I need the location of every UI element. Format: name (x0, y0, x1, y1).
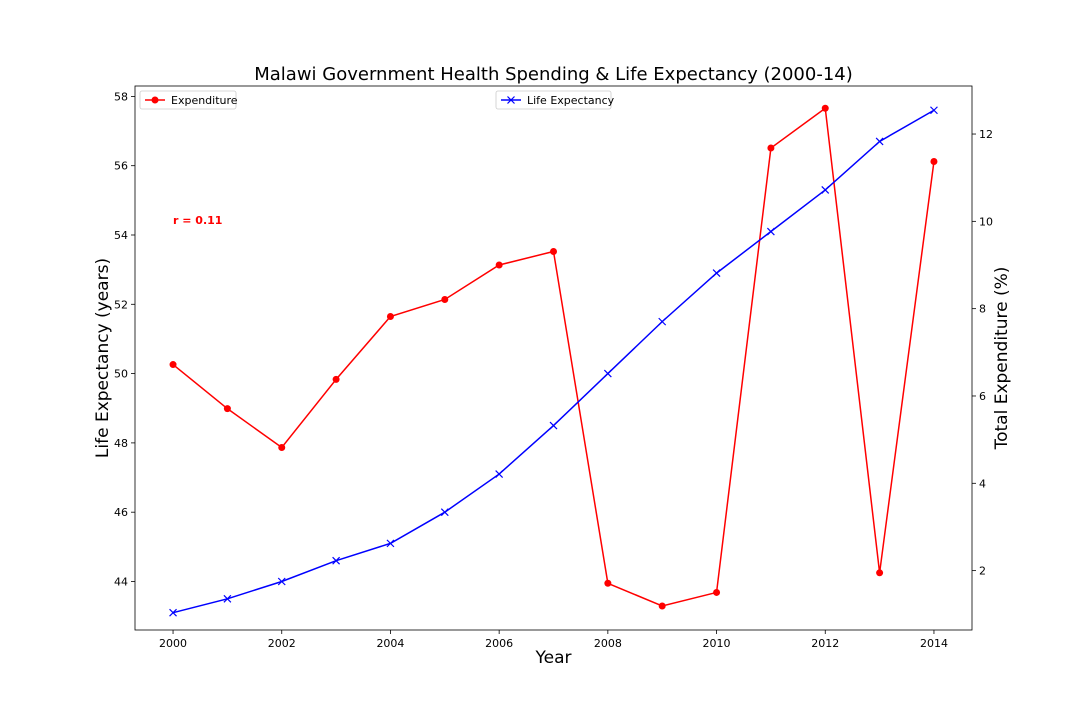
x-tick-label: 2010 (703, 637, 731, 650)
left-tick-label: 44 (114, 575, 128, 588)
left-tick-label: 58 (114, 90, 128, 103)
legend-life-expectancy: Life Expectancy (495, 90, 615, 110)
expenditure-point (332, 375, 340, 383)
left-tick-label: 56 (114, 160, 128, 173)
x-marker-stroke (507, 96, 515, 104)
life-expectancy-point (603, 369, 612, 378)
x-marker-stroke (440, 508, 449, 517)
life-expectancy-point (658, 317, 667, 326)
right-tick-label: 4 (979, 477, 986, 490)
right-tick-label: 12 (979, 128, 993, 141)
x-marker-stroke (875, 137, 884, 146)
expenditure-point (223, 405, 231, 413)
life-expectancy-point (332, 556, 341, 565)
life-expectancy-point (875, 137, 884, 146)
expenditure-point (386, 313, 394, 321)
left-tick-label: 46 (114, 506, 128, 519)
x-marker-stroke (169, 608, 177, 617)
x-marker-stroke (277, 577, 286, 586)
life-expectancy-point (821, 186, 830, 194)
life-expectancy-point (277, 577, 286, 586)
expenditure-point (278, 444, 286, 452)
life-expectancy-point (223, 594, 232, 603)
left-tick-label: 50 (114, 368, 128, 381)
x-marker-stroke (549, 421, 558, 430)
correlation-annotation: r = 0.11 (173, 214, 222, 227)
left-y-axis-title: Life Expectancy (years) (93, 258, 113, 458)
expenditure-line (172, 106, 935, 607)
legend-expenditure: Expenditure (139, 90, 238, 110)
expenditure-point (495, 261, 503, 269)
x-tick-label: 2008 (594, 637, 622, 650)
expenditure-point (604, 579, 612, 587)
life-expectancy-point (169, 608, 177, 617)
legend-marker (507, 96, 515, 104)
legend-box (495, 90, 612, 110)
legend-box (139, 90, 237, 110)
x-marker-stroke (603, 369, 612, 378)
life-expectancy-line (172, 109, 935, 614)
right-tick-label: 6 (979, 390, 986, 403)
x-axis: 2000 2002 2004 2006 2008 2010 2012 2014 (159, 630, 948, 650)
expenditure-point (441, 295, 449, 303)
x-tick-label: 2006 (485, 637, 513, 650)
expenditure-point (550, 247, 557, 255)
chart-title: Malawi Government Health Spending & Life… (254, 64, 853, 85)
x-tick-label: 2012 (811, 637, 839, 650)
right-tick-label: 8 (979, 303, 986, 316)
life-expectancy-point (766, 227, 775, 236)
left-tick-label: 52 (114, 298, 128, 311)
right-y-axis: 2 4 6 8 10 12 (972, 128, 993, 578)
legend-label: Expenditure (171, 94, 238, 107)
life-expectancy-point (549, 421, 558, 430)
expenditure-point (713, 588, 721, 596)
x-tick-label: 2004 (376, 637, 404, 650)
x-marker-stroke (332, 556, 341, 565)
life-expectancy-point (440, 508, 449, 517)
right-tick-label: 2 (979, 565, 986, 578)
x-marker-stroke (386, 539, 395, 548)
expenditure-point (169, 361, 177, 369)
x-marker-stroke (658, 317, 667, 326)
life-expectancy-point (495, 470, 504, 479)
right-y-axis-title: Total Expenditure (%) (992, 267, 1012, 451)
life-expectancy-point (712, 269, 721, 278)
x-tick-label: 2002 (268, 637, 296, 650)
x-marker-stroke (930, 106, 938, 115)
x-tick-label: 2014 (920, 637, 948, 650)
x-axis-title: Year (535, 648, 572, 668)
left-tick-label: 54 (114, 229, 128, 242)
x-marker-stroke (712, 269, 721, 278)
left-tick-label: 48 (114, 437, 128, 450)
left-y-axis: 44 46 48 50 52 54 56 58 (114, 90, 135, 588)
life-expectancy-point (930, 106, 938, 115)
x-marker-stroke (821, 186, 830, 194)
expenditure-point (821, 104, 829, 112)
x-marker-stroke (495, 470, 504, 479)
x-marker-stroke (223, 594, 232, 603)
series-layer (169, 104, 938, 617)
legend-label: Life Expectancy (527, 94, 615, 107)
x-marker-stroke (766, 227, 775, 236)
expenditure-point (767, 144, 775, 152)
x-tick-label: 2000 (159, 637, 187, 650)
life-expectancy-point (386, 539, 395, 548)
expenditure-point (930, 158, 938, 166)
plot-frame (134, 85, 973, 631)
expenditure-point (876, 569, 884, 577)
right-tick-label: 10 (979, 215, 993, 228)
expenditure-point (658, 602, 666, 610)
legend-marker (151, 96, 159, 104)
